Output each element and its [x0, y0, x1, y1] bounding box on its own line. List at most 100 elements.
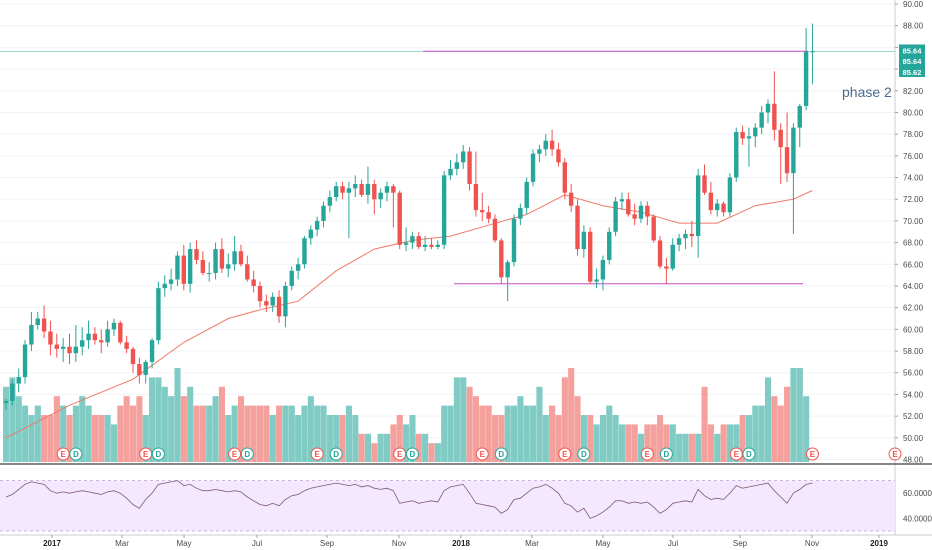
volume-bar	[41, 415, 48, 462]
volume-bar	[695, 433, 702, 462]
candle-body	[10, 383, 15, 401]
volume-bar	[288, 405, 295, 462]
candle-body	[505, 262, 510, 278]
earnings-icon[interactable]	[558, 447, 572, 461]
candle-body	[626, 199, 631, 215]
candle	[530, 149, 536, 187]
dividend-marker[interactable]: D	[69, 447, 83, 461]
volume-bar	[371, 443, 378, 462]
candle	[727, 173, 733, 217]
earnings-marker[interactable]: E	[558, 447, 572, 461]
earnings-marker[interactable]: E	[393, 447, 407, 461]
earnings-icon[interactable]	[729, 447, 743, 461]
dividend-icon[interactable]	[240, 447, 254, 461]
volume-bar	[682, 433, 689, 462]
volume-bar	[758, 405, 765, 462]
candle	[473, 151, 479, 217]
dividend-icon[interactable]	[577, 447, 591, 461]
price-tick-label: 50.00	[903, 434, 924, 443]
earnings-marker[interactable]: E	[228, 447, 242, 461]
candle-body	[226, 264, 231, 269]
volume-bar	[295, 415, 302, 462]
candle	[588, 227, 593, 284]
marker-label: E	[810, 450, 816, 459]
marker-label: E	[645, 450, 651, 459]
dividend-marker[interactable]: D	[742, 447, 756, 461]
earnings-icon[interactable]	[228, 447, 242, 461]
dividend-marker[interactable]: D	[659, 447, 673, 461]
dividend-icon[interactable]	[494, 447, 508, 461]
marker-label: E	[232, 450, 238, 459]
price-axis[interactable]: 90.0088.0086.0084.0082.0080.0078.0076.00…	[895, 0, 925, 465]
dividend-icon[interactable]	[405, 447, 419, 461]
dividend-marker[interactable]: D	[329, 447, 343, 461]
earnings-marker[interactable]: E	[640, 447, 654, 461]
price-badge-bg	[899, 66, 925, 77]
price-badge-bg	[899, 44, 925, 56]
dividend-icon[interactable]	[659, 447, 673, 461]
time-tick-label: Nov	[392, 539, 406, 548]
volume-bar	[657, 415, 664, 462]
price-badge-label: 85.64	[903, 57, 923, 66]
candle	[16, 368, 21, 393]
dividend-icon[interactable]	[742, 447, 756, 461]
candle-body	[213, 249, 218, 273]
price-tick-label: 58.00	[903, 347, 924, 356]
volume-bar	[301, 405, 308, 462]
earnings-icon[interactable]	[640, 447, 654, 461]
earnings-icon[interactable]	[475, 447, 489, 461]
earnings-icon[interactable]	[139, 447, 153, 461]
earnings-marker[interactable]: E	[805, 447, 819, 461]
earnings-marker[interactable]: E	[139, 447, 153, 461]
candle-body	[403, 242, 409, 245]
volume-bar	[237, 396, 245, 462]
volume-bar	[384, 433, 391, 462]
dividend-icon[interactable]	[151, 447, 165, 461]
candle-body	[613, 201, 618, 232]
earnings-marker[interactable]: E	[56, 447, 70, 461]
volume-bar	[517, 396, 524, 462]
earnings-marker[interactable]: E	[729, 447, 743, 461]
earnings-marker[interactable]: E	[475, 447, 489, 461]
volume-bar	[314, 405, 321, 462]
time-axis[interactable]: 2017 Mar May Jul Sep Nov 2018 Mar May Jul Sep Nov 20…	[43, 535, 888, 548]
candle	[657, 236, 663, 269]
candle	[181, 244, 186, 291]
price-badge: 85.64	[899, 55, 925, 66]
dividend-icon[interactable]	[69, 447, 83, 461]
candle	[537, 144, 542, 163]
volume-bar	[530, 405, 537, 462]
dividend-marker[interactable]: D	[494, 447, 508, 461]
price-tick-label: 82.00	[903, 87, 924, 96]
earnings-icon[interactable]	[805, 447, 819, 461]
candle-body	[537, 149, 542, 154]
candle-body	[435, 244, 440, 247]
volume-bar	[377, 433, 384, 462]
candle	[778, 123, 783, 185]
earnings-icon[interactable]	[56, 447, 70, 461]
price-badge: 85.62	[899, 66, 925, 77]
candle	[3, 398, 9, 410]
volume-bar	[504, 405, 511, 462]
candle-body	[295, 264, 301, 271]
earnings-icon[interactable]	[310, 447, 324, 461]
earnings-icon[interactable]	[393, 447, 407, 461]
candle-body	[607, 231, 612, 260]
price-tick-label: 70.00	[903, 217, 924, 226]
earnings-marker[interactable]: E	[888, 447, 902, 461]
candle	[791, 123, 796, 234]
earnings-marker[interactable]: E	[310, 447, 324, 461]
volume-bar	[498, 415, 505, 462]
volume-bar	[676, 433, 683, 462]
candle	[359, 179, 364, 198]
dividend-marker[interactable]: D	[151, 447, 165, 461]
marker-label: E	[892, 450, 898, 459]
dividend-marker[interactable]: D	[405, 447, 419, 461]
dividend-icon[interactable]	[329, 447, 343, 461]
volume-bar	[752, 405, 759, 462]
dividend-marker[interactable]: D	[577, 447, 591, 461]
volume-bar	[358, 433, 365, 462]
dividend-marker[interactable]: D	[240, 447, 254, 461]
